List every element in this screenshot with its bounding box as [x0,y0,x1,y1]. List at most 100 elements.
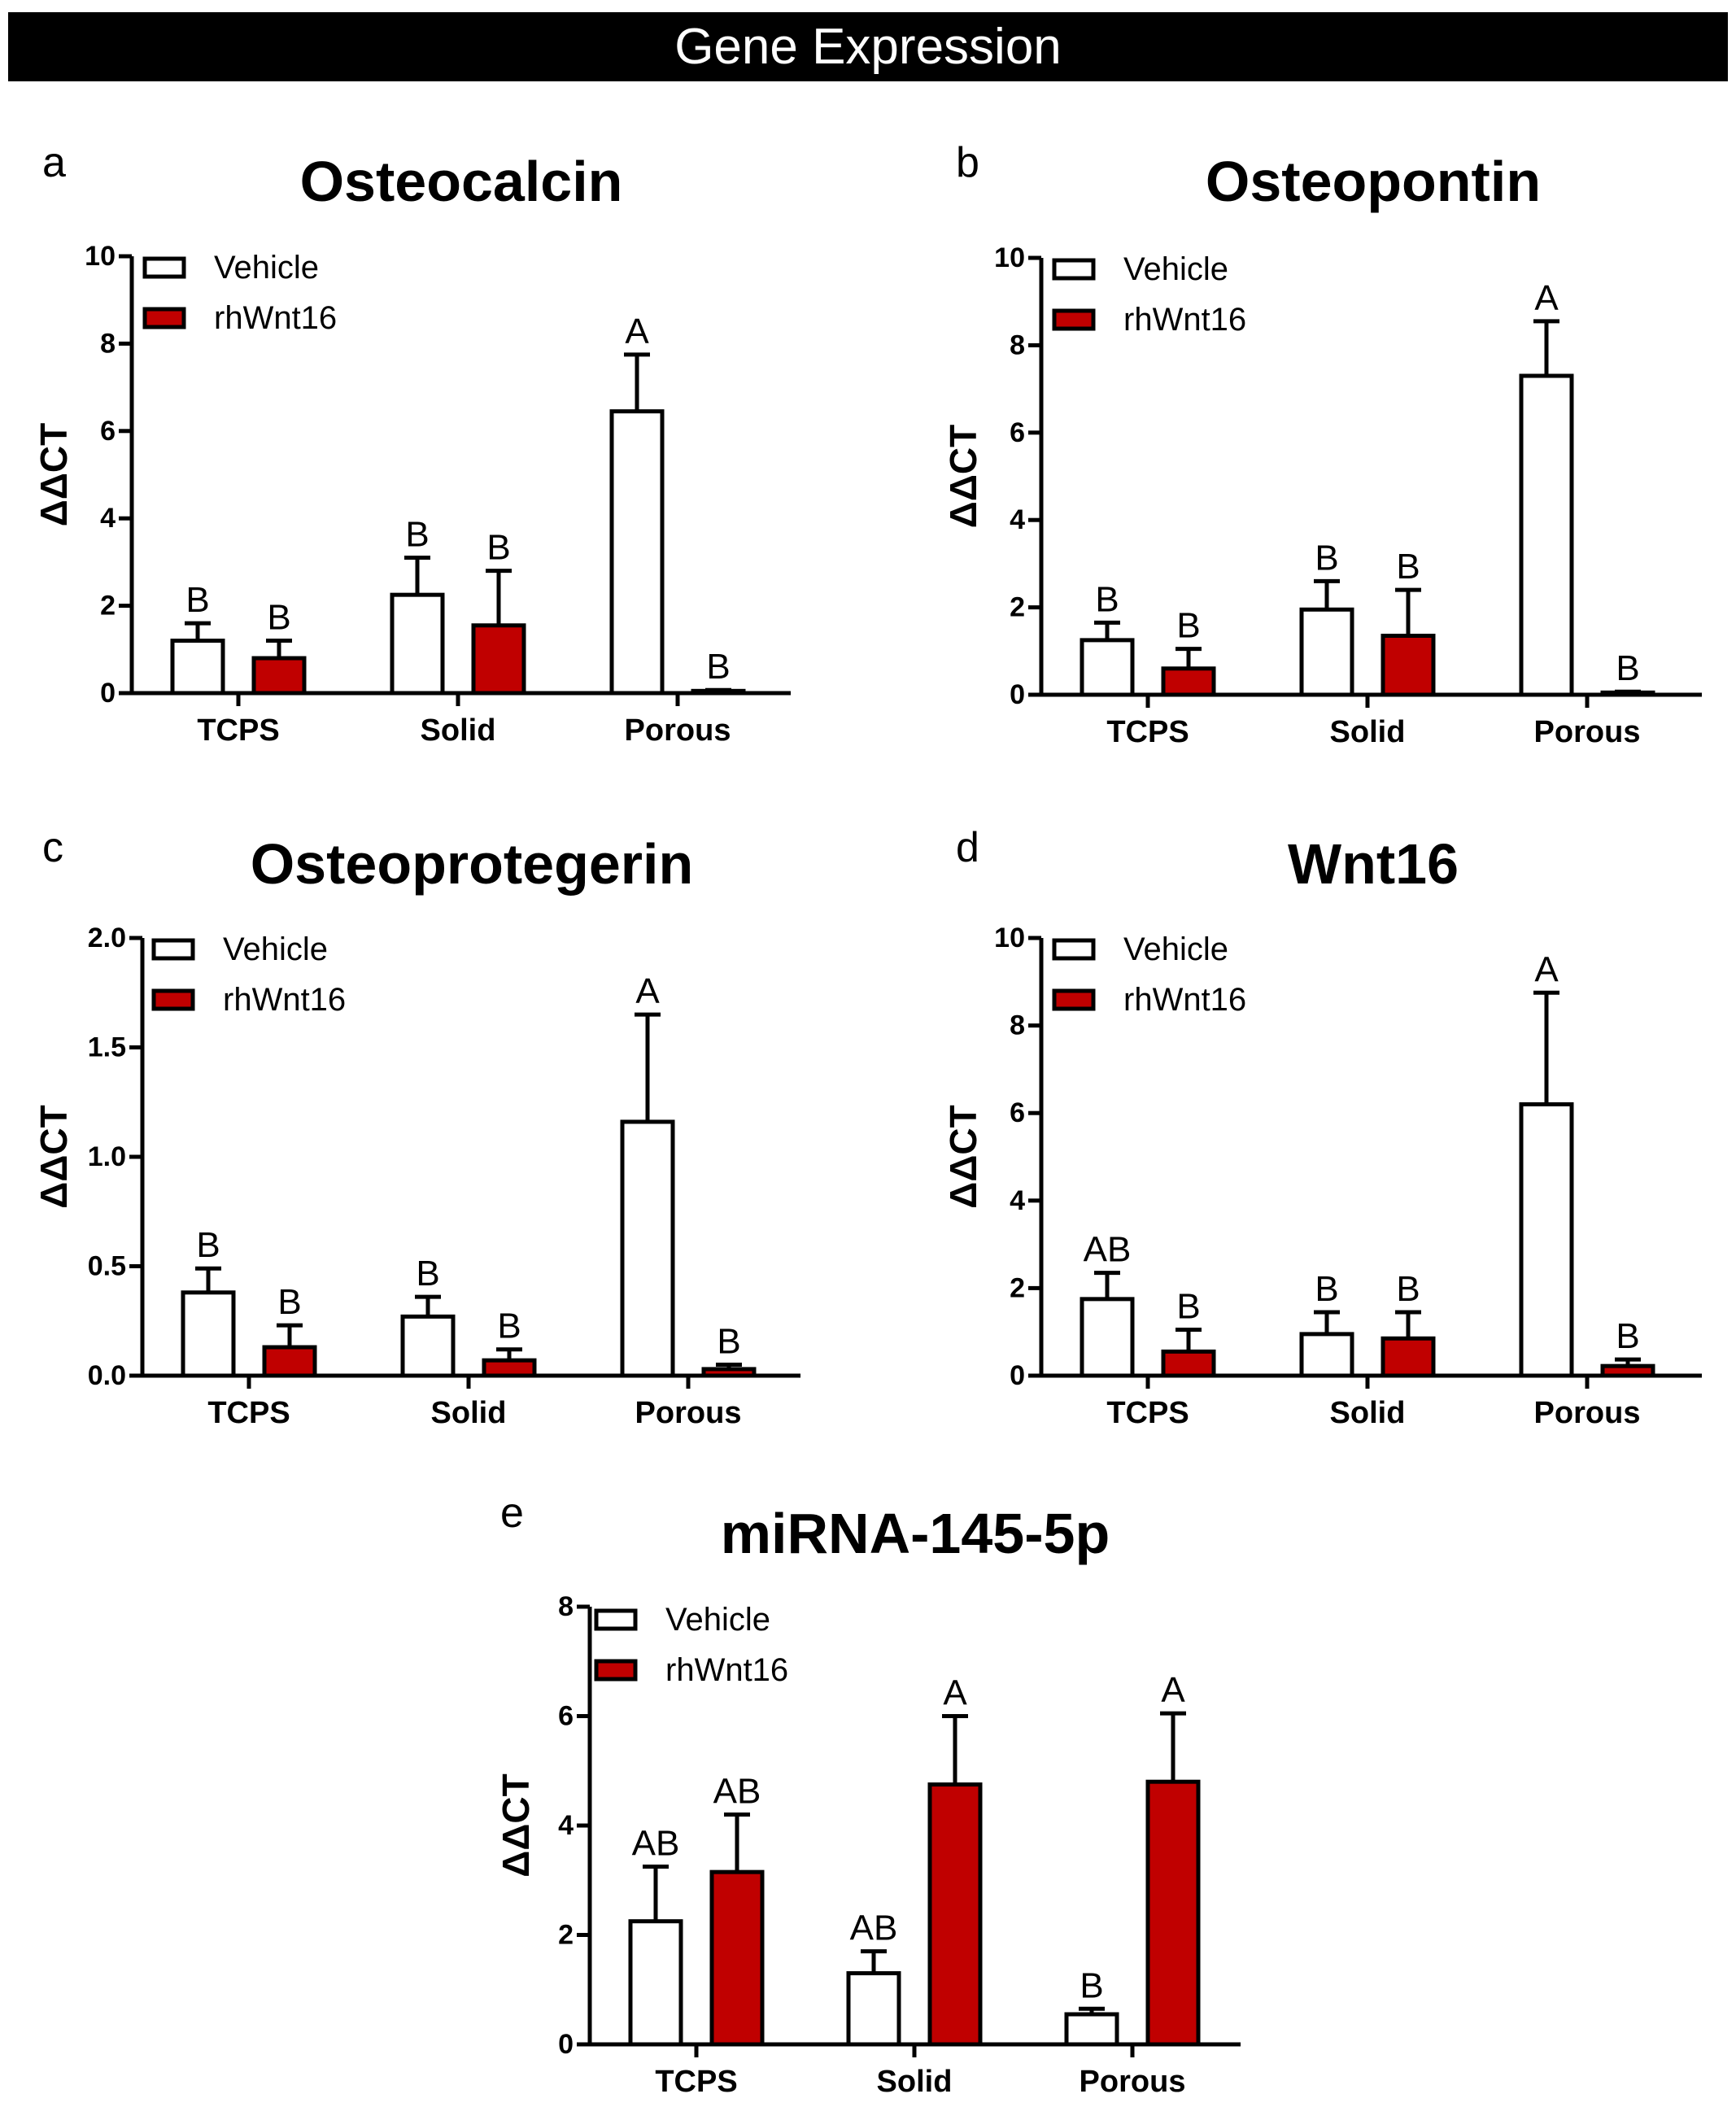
chart-title: Osteocalcin [299,150,623,213]
y-tick-label: 4 [100,503,116,534]
bar-rhwnt16 [1145,1779,1201,2047]
significance-label: AB [713,1772,761,1812]
legend-swatch-rhwnt16 [1052,308,1096,331]
bar-rhwnt16 [1161,1349,1216,1378]
significance-label: B [1095,579,1119,619]
y-tick-label: 4 [1010,504,1025,535]
x-tick-label: TCPS [1106,715,1189,749]
x-tick-label: TCPS [207,1396,290,1430]
legend-swatch-vehicle [142,256,186,279]
legend-swatch-vehicle [151,938,195,961]
y-tick-label: 2 [558,1920,574,1951]
legend-label: Vehicle [214,250,319,286]
panel-letter: e [500,1490,524,1537]
bar-rhwnt16 [709,1869,765,2047]
y-axis-label: ΔΔCT [495,1773,537,1877]
y-tick-label: 6 [1010,1097,1025,1128]
y-tick-label: 10 [994,242,1025,273]
bar-vehicle [390,592,445,696]
significance-label: B [486,528,510,568]
significance-label: B [1315,538,1338,578]
y-tick-label: 0 [100,678,116,709]
x-tick-label: Porous [625,713,731,748]
bar-vehicle [846,1971,901,2047]
chart-title: Osteopontin [1205,150,1542,213]
bar-rhwnt16 [1381,1336,1436,1378]
bar-rhwnt16 [1600,1363,1655,1378]
bar-rhwnt16 [482,1358,537,1378]
legend-label: rhWnt16 [1123,302,1246,338]
legend-label: Vehicle [1123,931,1228,967]
y-axis-label: ΔΔCT [942,425,984,528]
bar-rhwnt16 [1381,634,1436,697]
legend-label: rhWnt16 [665,1652,788,1688]
significance-label: B [1396,547,1420,587]
bar-rhwnt16 [701,1367,757,1378]
x-tick-label: Porous [1080,2065,1186,2099]
y-tick-label: 6 [1010,417,1025,448]
y-tick-label: 0 [1010,679,1025,710]
bar-rhwnt16 [471,623,526,696]
bar-vehicle [620,1119,675,1378]
significance-label: B [1176,606,1200,646]
bar-vehicle [400,1314,456,1378]
significance-label: AB [850,1909,898,1948]
y-tick-label: 0.0 [88,1360,126,1391]
x-tick-label: Solid [421,713,496,748]
y-tick-label: 8 [1010,1010,1025,1041]
legend-swatch-rhwnt16 [1052,988,1096,1011]
x-tick-label: Porous [635,1396,742,1430]
x-tick-label: Solid [431,1396,507,1430]
x-tick-label: TCPS [197,713,279,748]
x-tick-label: Solid [1330,1396,1406,1430]
x-tick-label: Solid [877,2065,953,2099]
y-axis-label: ΔΔCT [33,1105,75,1208]
bar-vehicle [170,639,225,696]
significance-label: B [497,1307,521,1346]
significance-label: B [1396,1269,1420,1309]
panel-letter: d [956,824,979,871]
bar-rhwnt16 [251,656,307,696]
y-tick-label: 2.0 [88,923,126,953]
y-tick-label: 10 [994,923,1025,953]
significance-label: AB [1084,1230,1132,1270]
bar-vehicle [1080,1297,1135,1378]
significance-label: B [1080,1965,1103,2005]
significance-label: B [1616,1316,1639,1356]
y-tick-label: 2 [1010,592,1025,623]
significance-label: B [1315,1269,1338,1309]
significance-label: B [706,647,730,687]
significance-label: B [405,515,429,555]
significance-label: B [1616,648,1639,688]
legend-swatch-rhwnt16 [151,988,195,1011]
legend-label: rhWnt16 [214,300,337,336]
bar-vehicle [1080,638,1135,697]
panel-letter: c [42,824,63,871]
bar-vehicle [181,1290,236,1378]
y-tick-label: 6 [558,1701,574,1732]
bar-vehicle [628,1919,683,2047]
bar-rhwnt16 [262,1345,317,1378]
legend-label: rhWnt16 [223,982,346,1018]
significance-label: B [196,1225,220,1265]
y-tick-label: 2 [1010,1272,1025,1303]
y-tick-label: 6 [100,416,116,447]
panel-letter: a [42,139,66,186]
y-tick-label: 1.0 [88,1141,126,1172]
bar-rhwnt16 [1161,666,1216,697]
significance-label: A [943,1673,967,1713]
significance-label: A [625,312,649,351]
bar-vehicle [1519,373,1574,697]
x-tick-label: Porous [1534,715,1641,749]
legend-swatch-vehicle [1052,938,1096,961]
y-tick-label: 0 [1010,1360,1025,1391]
significance-label: A [1534,949,1559,989]
y-tick-label: 10 [85,241,116,272]
legend-swatch-vehicle [1052,258,1096,281]
significance-label: A [1161,1670,1185,1710]
x-tick-label: Solid [1330,715,1406,749]
y-tick-label: 8 [100,328,116,359]
legend-label: Vehicle [1123,251,1228,287]
chart-title: Wnt16 [1288,832,1459,896]
